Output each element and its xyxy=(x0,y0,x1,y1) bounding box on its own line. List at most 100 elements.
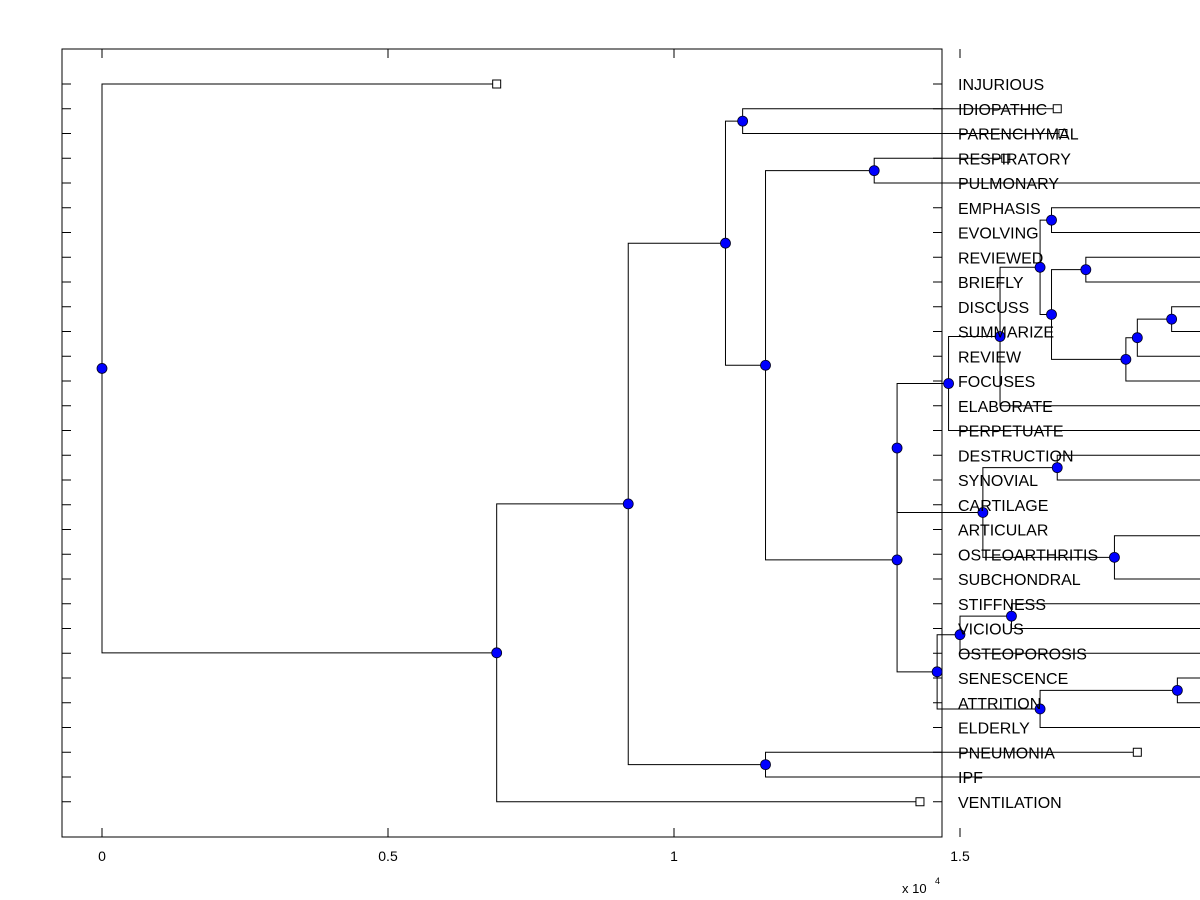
leaf-label-osteoporosis: OSTEOPOROSIS xyxy=(958,646,1087,663)
link-n11 xyxy=(948,336,1001,384)
leaf-label-destruction: DESTRUCTION xyxy=(958,448,1074,465)
link-n4 xyxy=(1085,256,1200,270)
link-n22 xyxy=(936,634,960,672)
leaf-markers xyxy=(492,79,1142,807)
node-marker-n20 xyxy=(1171,684,1183,696)
node-marker-n21 xyxy=(1034,703,1046,715)
link-n27 xyxy=(627,503,766,766)
link-n4 xyxy=(1085,269,1200,283)
node-marker-n17 xyxy=(891,442,903,454)
leaf-labels: INJURIOUS IDIOPATHIC PARENCHYMAL RESPIRATOR… xyxy=(958,77,1098,812)
leaf-marker-respiratory xyxy=(1001,153,1011,163)
node-marker-n10 xyxy=(994,331,1006,342)
node-marker-n18 xyxy=(1006,610,1017,622)
leaf-label-cartilage: CARTILAGE xyxy=(958,498,1048,515)
leaf-label-focuses: FOCUSES xyxy=(958,374,1035,391)
node-marker-n2 xyxy=(868,165,880,177)
leaf-label-injurious: INJURIOUS xyxy=(958,77,1044,94)
leaf-label-elaborate: ELABORATE xyxy=(958,399,1053,416)
node-marker-n11 xyxy=(943,378,954,389)
link-n27 xyxy=(627,242,726,504)
link-n24 xyxy=(765,170,875,366)
node-marker-n5 xyxy=(1166,313,1178,325)
link-n22 xyxy=(936,671,1041,710)
link-n16 xyxy=(982,512,1115,558)
leaf-label-evolving: EVOLVING xyxy=(958,226,1039,243)
link-n6 xyxy=(1136,318,1172,338)
leaf-label-elderly: ELDERLY xyxy=(958,721,1030,738)
leaf-label-summarize: SUMMARIZE xyxy=(958,325,1054,342)
link-n28 xyxy=(496,652,920,803)
x-tick-label: 1 xyxy=(670,848,678,864)
link-n11 xyxy=(948,383,1200,431)
node-marker-n3 xyxy=(1046,214,1057,226)
leaf-label-discuss: DISCUSS xyxy=(958,300,1029,317)
leaf-label-perpetuate: PERPETUATE xyxy=(958,424,1064,441)
leaf-marker-ventilation xyxy=(915,797,925,807)
node-marker-n1 xyxy=(737,115,749,127)
leaf-label-articular: ARTICULAR xyxy=(958,523,1048,540)
link-n18 xyxy=(1010,616,1200,629)
leaf-label-osteoarthritis: OSTEOARTHRITIS xyxy=(958,547,1098,564)
node-marker-n6 xyxy=(1131,332,1143,344)
leaf-label-respiratory: RESPIRATORY xyxy=(958,151,1071,168)
link-n6 xyxy=(1136,337,1200,357)
leaf-label-pulmonary: PULMONARY xyxy=(958,176,1059,193)
link-n23 xyxy=(896,559,938,673)
node-marker-n4 xyxy=(1080,264,1092,276)
link-n10 xyxy=(999,336,1200,407)
link-n16 xyxy=(982,467,1058,513)
link-n9 xyxy=(1039,267,1052,315)
leaf-marker-idiopathic xyxy=(1052,104,1062,114)
node-marker-n9 xyxy=(1034,261,1046,273)
link-n12 xyxy=(1056,454,1200,468)
link-n19 xyxy=(959,634,1200,654)
leaf-label-reviewed: REVIEWED xyxy=(958,250,1043,267)
link-n24 xyxy=(765,365,898,561)
link-n8 xyxy=(1051,269,1086,315)
link-n3 xyxy=(1051,207,1200,221)
plot-frame xyxy=(61,48,943,838)
node-marker-n16 xyxy=(977,507,989,518)
node-marker-n27 xyxy=(622,498,634,510)
link-n29 xyxy=(101,83,497,369)
link-n8 xyxy=(1051,314,1126,360)
x-axis: 00.511.522.5 xyxy=(98,49,970,864)
node-marker-n19 xyxy=(954,629,966,641)
link-n12 xyxy=(1056,467,1200,481)
node-marker-n8 xyxy=(1046,309,1057,320)
node-markers xyxy=(96,115,1183,771)
leaf-label-vicious: VICIOUS xyxy=(958,622,1024,639)
leaf-label-review: REVIEW xyxy=(958,349,1022,366)
leaf-marker-parenchymal xyxy=(1058,129,1068,138)
leaf-label-ventilation: VENTILATION xyxy=(958,795,1062,812)
link-n15 xyxy=(1113,557,1200,580)
node-marker-n15 xyxy=(1109,551,1120,563)
leaf-label-pneumonia: PNEUMONIA xyxy=(958,745,1055,762)
leaf-label-subchondral: SUBCHONDRAL xyxy=(958,572,1081,589)
leaf-label-idiopathic: IDIOPATHIC xyxy=(958,102,1047,119)
node-marker-n23 xyxy=(891,554,903,566)
node-marker-n12 xyxy=(1051,462,1063,474)
leaf-label-synovial: SYNOVIAL xyxy=(958,473,1038,490)
leaf-label-attrition: ATTRITION xyxy=(958,696,1041,713)
link-n10 xyxy=(999,266,1041,337)
leaf-marker-injurious xyxy=(492,79,502,89)
node-marker-n24 xyxy=(760,359,771,371)
node-marker-n25 xyxy=(720,237,731,249)
link-n15 xyxy=(1113,535,1200,558)
link-n3 xyxy=(1051,220,1200,233)
leaf-label-briefly: BRIEFLY xyxy=(958,275,1024,292)
axis-multiplier-exponent: 4 xyxy=(935,876,940,886)
node-marker-n28 xyxy=(491,647,503,659)
leaf-label-emphasis: EMPHASIS xyxy=(958,201,1041,218)
node-marker-n22 xyxy=(931,666,943,678)
link-n17 xyxy=(896,383,949,448)
link-n19 xyxy=(959,615,1012,635)
link-n25 xyxy=(724,120,743,244)
node-marker-n29 xyxy=(96,363,108,374)
link-n7 xyxy=(1125,359,1200,382)
leaf-label-parenchymal: PARENCHYMAL xyxy=(958,127,1079,144)
x-tick-label: 1.5 xyxy=(950,848,970,864)
